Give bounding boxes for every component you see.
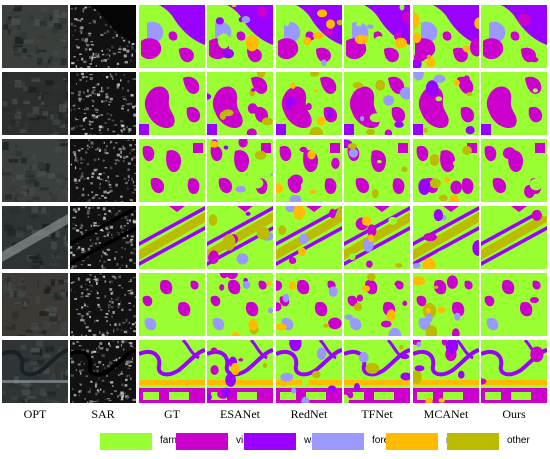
tile-scattered-villages-mcanet (413, 139, 479, 202)
tile-diagonal-road-tfnet (344, 206, 410, 269)
tile-scattered-villages-sar (70, 139, 136, 202)
legend-swatch-village (176, 433, 228, 450)
tile-village-clusters-gt (139, 72, 205, 135)
column-label-rednet: RedNet (290, 407, 328, 421)
tile-village-clusters-sar (70, 72, 136, 135)
tile-diagonal-road-opt (2, 206, 68, 269)
legend-swatch-forest (312, 433, 364, 450)
tile-village-clusters-mcanet (413, 72, 479, 135)
legend-swatch-other (447, 433, 499, 450)
tile-meandering-river-gt (139, 340, 205, 403)
legend-swatch-water (244, 433, 296, 450)
tile-river-bend-tfnet (344, 5, 410, 68)
tile-meandering-river-opt (2, 340, 68, 403)
tile-meandering-river-rednet (276, 340, 342, 403)
tile-meandering-river-esanet (207, 340, 273, 403)
column-label-gt: GT (164, 407, 180, 421)
tile-scattered-villages-gt (139, 139, 205, 202)
tile-sparse-villages-opt (2, 273, 68, 336)
tile-village-clusters-rednet (276, 72, 342, 135)
tile-diagonal-road-mcanet (413, 206, 479, 269)
tile-river-bend-mcanet (413, 5, 479, 68)
column-label-mcanet: MCANet (423, 407, 469, 421)
tile-scattered-villages-tfnet (344, 139, 410, 202)
legend-swatch-farmland (100, 433, 152, 450)
tile-river-bend-esanet (207, 5, 273, 68)
tile-scattered-villages-rednet (276, 139, 342, 202)
legend-swatch-road (386, 433, 438, 450)
tile-sparse-villages-sar (70, 273, 136, 336)
legend-label-forest: forest (372, 435, 398, 446)
column-label-sar: SAR (91, 407, 115, 421)
tile-sparse-villages-mcanet (413, 273, 479, 336)
tile-sparse-villages-gt (139, 273, 205, 336)
tile-scattered-villages-esanet (207, 139, 273, 202)
tile-scattered-villages-opt (2, 139, 68, 202)
column-label-tfnet: TFNet (361, 407, 393, 421)
tile-village-clusters-opt (2, 72, 68, 135)
tile-river-bend-ours (481, 5, 547, 68)
column-label-opt: OPT (23, 407, 47, 421)
tile-sparse-villages-tfnet (344, 273, 410, 336)
tile-diagonal-road-sar (70, 206, 136, 269)
tile-river-bend-rednet (276, 5, 342, 68)
tile-sparse-villages-ours (481, 273, 547, 336)
tile-village-clusters-ours (481, 72, 547, 135)
column-label-esanet: ESANet (220, 407, 260, 421)
tile-scattered-villages-ours (481, 139, 547, 202)
tile-meandering-river-tfnet (344, 340, 410, 403)
tile-diagonal-road-rednet (276, 206, 342, 269)
tile-village-clusters-tfnet (344, 72, 410, 135)
tile-diagonal-road-gt (139, 206, 205, 269)
tile-diagonal-road-ours (481, 206, 547, 269)
tile-river-bend-opt (2, 5, 68, 68)
column-label-ours: Ours (502, 407, 526, 421)
tile-river-bend-sar (70, 5, 136, 68)
tile-meandering-river-sar (70, 340, 136, 403)
legend: farmland village water forest road other (0, 432, 550, 452)
tile-meandering-river-mcanet (413, 340, 479, 403)
tile-sparse-villages-esanet (207, 273, 273, 336)
tile-sparse-villages-rednet (276, 273, 342, 336)
tile-village-clusters-esanet (207, 72, 273, 135)
tile-meandering-river-ours (481, 340, 547, 403)
tile-river-bend-gt (139, 5, 205, 68)
legend-label-other: other (507, 435, 530, 446)
comparison-grid (2, 5, 547, 403)
tile-diagonal-road-esanet (207, 206, 273, 269)
